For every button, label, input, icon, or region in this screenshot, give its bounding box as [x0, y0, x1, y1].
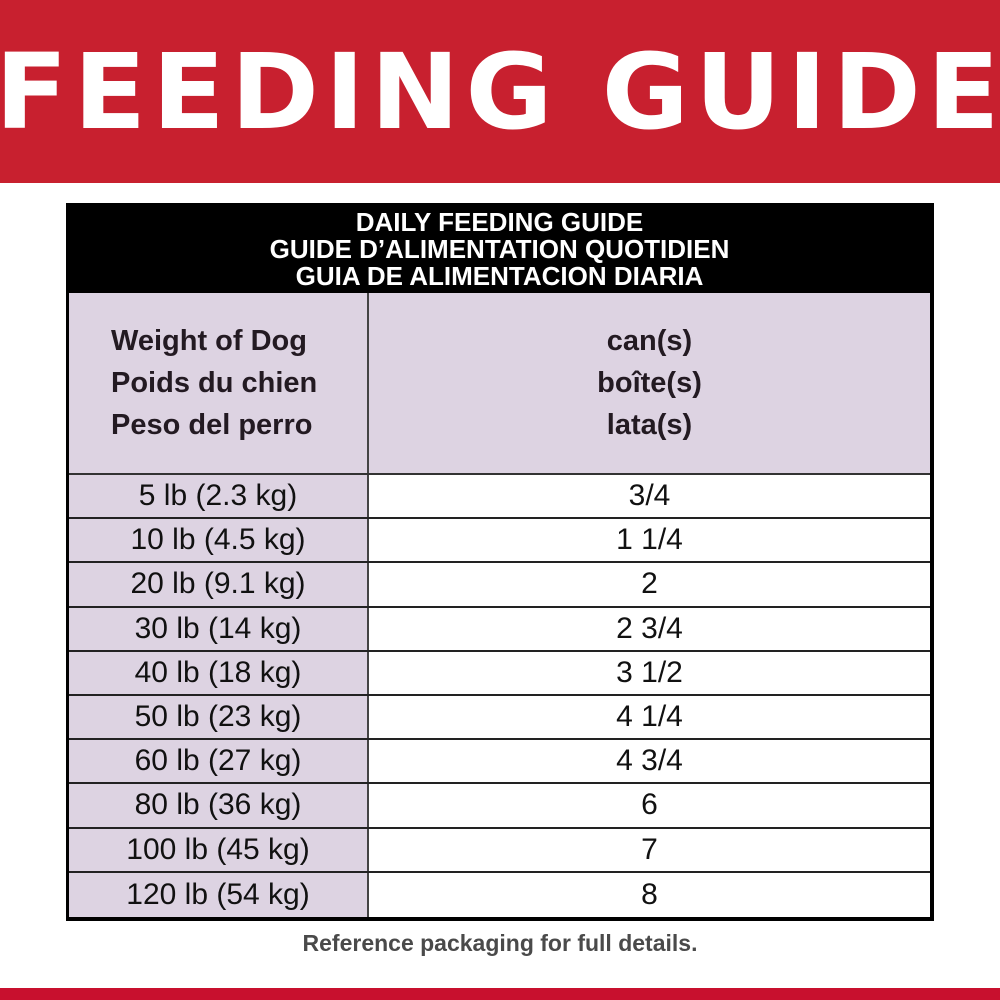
weight-cell: 100 lb (45 kg) — [69, 828, 369, 871]
header-line: lata(s) — [606, 409, 693, 441]
cans-cell: 4 3/4 — [369, 740, 930, 783]
bottom-band — [0, 988, 1000, 1000]
feeding-table: DAILY FEEDING GUIDE GUIDE D’ALIMENTATION… — [66, 203, 934, 921]
cans-cell: 3 1/2 — [369, 651, 930, 694]
table-row: 100 lb (45 kg) 7 — [69, 828, 930, 873]
table-row: 80 lb (36 kg) 6 — [69, 784, 930, 829]
table-title-es: GUIA DE ALIMENTACION DIARIA — [295, 261, 704, 291]
header-line: Peso del perro — [111, 409, 313, 441]
cans-cell: 8 — [369, 872, 930, 917]
weight-cell: 20 lb (9.1 kg) — [69, 563, 369, 606]
header-line: boîte(s) — [597, 367, 702, 399]
title-banner: FEEDING GUIDE — [0, 0, 1000, 183]
table-title: DAILY FEEDING GUIDE GUIDE D’ALIMENTATION… — [69, 206, 930, 293]
table-row: 50 lb (23 kg) 4 1/4 — [69, 695, 930, 741]
cans-cell: 1 1/4 — [369, 519, 930, 562]
column-header-cans: can(s) boîte(s) lata(s) — [369, 293, 930, 473]
table-row: 60 lb (27 kg) 4 3/4 — [69, 740, 930, 785]
weight-cell: 60 lb (27 kg) — [69, 740, 369, 783]
table-title-fr: GUIDE D’ALIMENTATION QUOTIDIEN — [269, 234, 730, 264]
table-row: 5 lb (2.3 kg) 3/4 — [69, 475, 930, 520]
header-line: can(s) — [606, 325, 693, 357]
cans-cell: 3/4 — [369, 475, 930, 518]
page-title: FEEDING GUIDE — [0, 30, 1000, 153]
table-body: 5 lb (2.3 kg) 3/4 10 lb (4.5 kg) 1 1/4 20 lb… — [69, 475, 930, 917]
column-header-weight: Weight of Dog Poids du chien Peso del pe… — [69, 293, 369, 473]
weight-cell: 80 lb (36 kg) — [69, 784, 369, 827]
header-line: Poids du chien — [111, 367, 318, 399]
column-headers: Weight of Dog Poids du chien Peso del pe… — [69, 293, 930, 475]
cans-cell: 7 — [369, 828, 930, 871]
weight-cell: 50 lb (23 kg) — [69, 695, 369, 739]
cans-cell: 4 1/4 — [369, 695, 930, 739]
table-row: 20 lb (9.1 kg) 2 — [69, 563, 930, 608]
weight-cell: 10 lb (4.5 kg) — [69, 519, 369, 562]
cans-cell: 2 3/4 — [369, 607, 930, 650]
weight-cell: 120 lb (54 kg) — [69, 872, 369, 917]
weight-cell: 30 lb (14 kg) — [69, 607, 369, 650]
weight-cell: 5 lb (2.3 kg) — [69, 475, 369, 518]
table-title-en: DAILY FEEDING GUIDE — [355, 207, 644, 237]
table-row: 30 lb (14 kg) 2 3/4 — [69, 607, 930, 652]
cans-cell: 6 — [369, 784, 930, 827]
footer-note: Reference packaging for full details. — [302, 930, 698, 956]
header-line: Weight of Dog — [111, 325, 307, 357]
cans-cell: 2 — [369, 563, 930, 606]
table-row: 40 lb (18 kg) 3 1/2 — [69, 651, 930, 696]
weight-cell: 40 lb (18 kg) — [69, 651, 369, 694]
table-row: 120 lb (54 kg) 8 — [69, 872, 930, 917]
table-row: 10 lb (4.5 kg) 1 1/4 — [69, 519, 930, 564]
